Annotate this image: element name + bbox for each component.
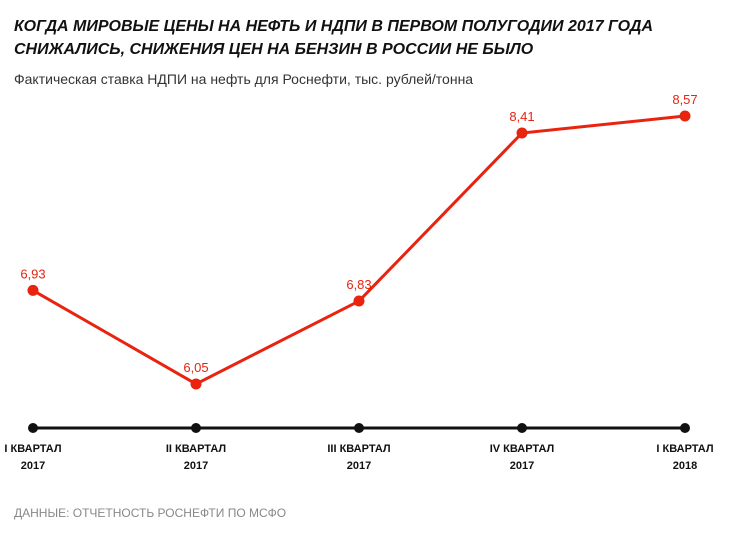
data-line: [32, 114, 686, 386]
chart-subtitle: Фактическая ставка НДПИ на нефть для Рос…: [14, 71, 473, 87]
data-label: 6,83: [346, 277, 371, 292]
timeline-dot: [28, 423, 38, 433]
x-tick-label: I КВАРТАЛ 2018: [656, 443, 713, 472]
x-tick-label: IV КВАРТАЛ 2017: [490, 443, 555, 472]
data-label: 6,05: [183, 360, 208, 375]
data-label: 8,41: [509, 109, 534, 124]
timeline-dot: [191, 423, 201, 433]
source: ДАННЫЕ: ОТЧЕТНОСТЬ РОСНЕФТИ ПО МСФО: [14, 506, 286, 520]
timeline-dot: [517, 423, 527, 433]
chart-title: КОГДА МИРОВЫЕ ЦЕНЫ НА НЕФТЬ И НДПИ В ПЕР…: [14, 18, 653, 35]
x-tick-label: I КВАРТАЛ 2017: [4, 443, 61, 472]
data-point: [27, 284, 39, 296]
data-label: 6,93: [20, 266, 45, 281]
data-point: [516, 127, 528, 139]
data-point: [190, 378, 202, 390]
x-tick-label: II КВАРТАЛ 2017: [166, 443, 226, 472]
x-tick-label: III КВАРТАЛ 2017: [327, 443, 390, 472]
data-point: [679, 110, 691, 122]
data-label: 8,57: [672, 92, 697, 107]
timeline-dot: [354, 423, 364, 433]
data-point: [353, 295, 365, 307]
chart-title: СНИЖАЛИСЬ, СНИЖЕНИЯ ЦЕН НА БЕНЗИН В РОСС…: [14, 41, 534, 58]
timeline-dot: [680, 423, 690, 433]
